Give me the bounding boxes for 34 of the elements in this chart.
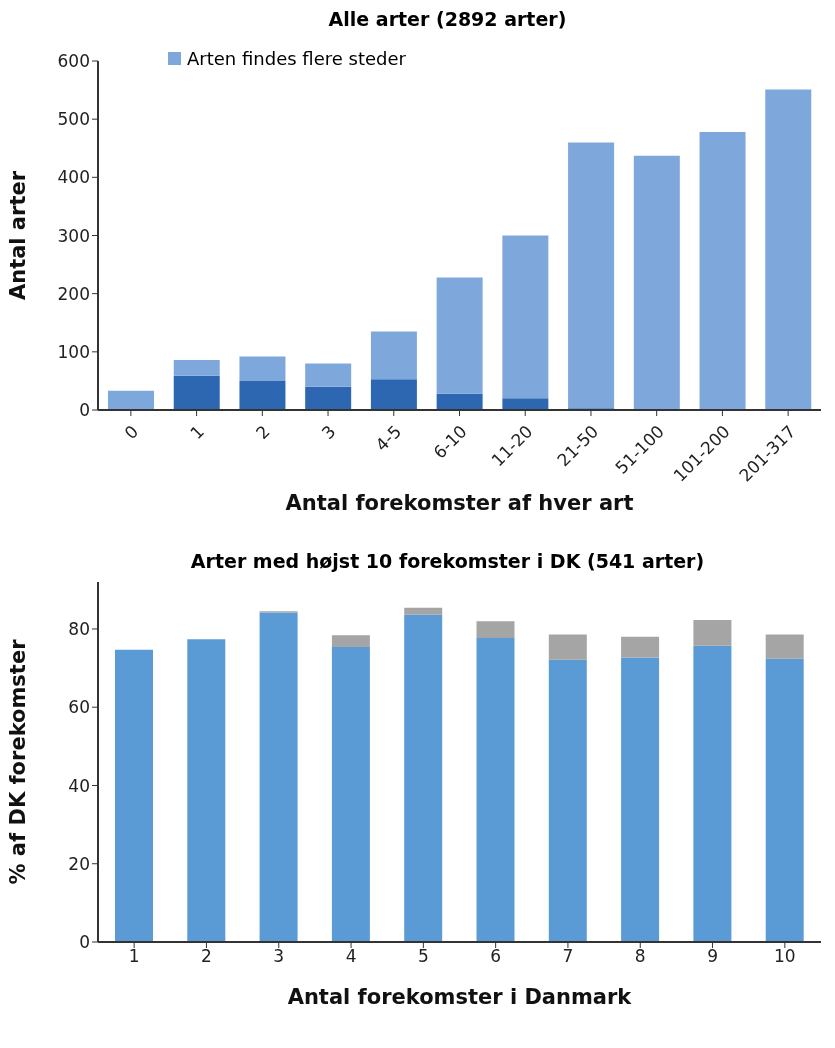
y-tick-label: 300 (57, 225, 90, 246)
x-tick-label: 5 (417, 946, 429, 967)
y-tick-label: 60 (68, 697, 90, 718)
x-tick-label: 4-5 (371, 421, 406, 456)
x-tick-label: 3 (317, 421, 340, 444)
y-tick-label: 100 (57, 341, 90, 362)
x-tick-label: 2 (201, 946, 212, 967)
chart-title: Alle arter (2892 arter) (327, 8, 568, 30)
y-tick-label: 80 (68, 618, 90, 639)
x-axis-title: Antal forekomster i Danmark (287, 985, 633, 1009)
y-tick-label: 400 (57, 167, 90, 188)
x-tick-label: 1 (128, 946, 140, 967)
y-tick-label: 0 (79, 400, 90, 421)
y-tick-label: 20 (68, 853, 90, 874)
x-tick-label: 1 (186, 421, 208, 444)
y-tick-label: 0 (79, 932, 90, 953)
x-tick-label: 4 (345, 946, 357, 967)
y-axis-title: Antal arter (6, 170, 31, 301)
x-tick-label: 9 (707, 946, 718, 967)
x-tick-label: 6 (490, 946, 502, 967)
x-tick-label: 10 (774, 946, 796, 967)
x-tick-label: 2 (251, 421, 274, 444)
x-tick-label: 7 (562, 946, 574, 967)
x-tick-label: 0 (120, 421, 143, 444)
y-tick-label: 200 (57, 283, 90, 304)
y-tick-label: 500 (57, 109, 90, 130)
x-axis-title: Antal forekomster af hver art (285, 491, 634, 515)
chart-title: Arter med højst 10 forekomster i DK (541 arter) (189, 550, 706, 572)
y-axis-title: % af DK forekomster (6, 638, 31, 885)
y-tick-label: 600 (57, 51, 90, 72)
y-tick-label: 40 (68, 775, 90, 796)
x-tick-label: 3 (273, 946, 285, 967)
legend-label: Arten findes flere steder (187, 48, 406, 69)
x-tick-label: 8 (634, 946, 646, 967)
